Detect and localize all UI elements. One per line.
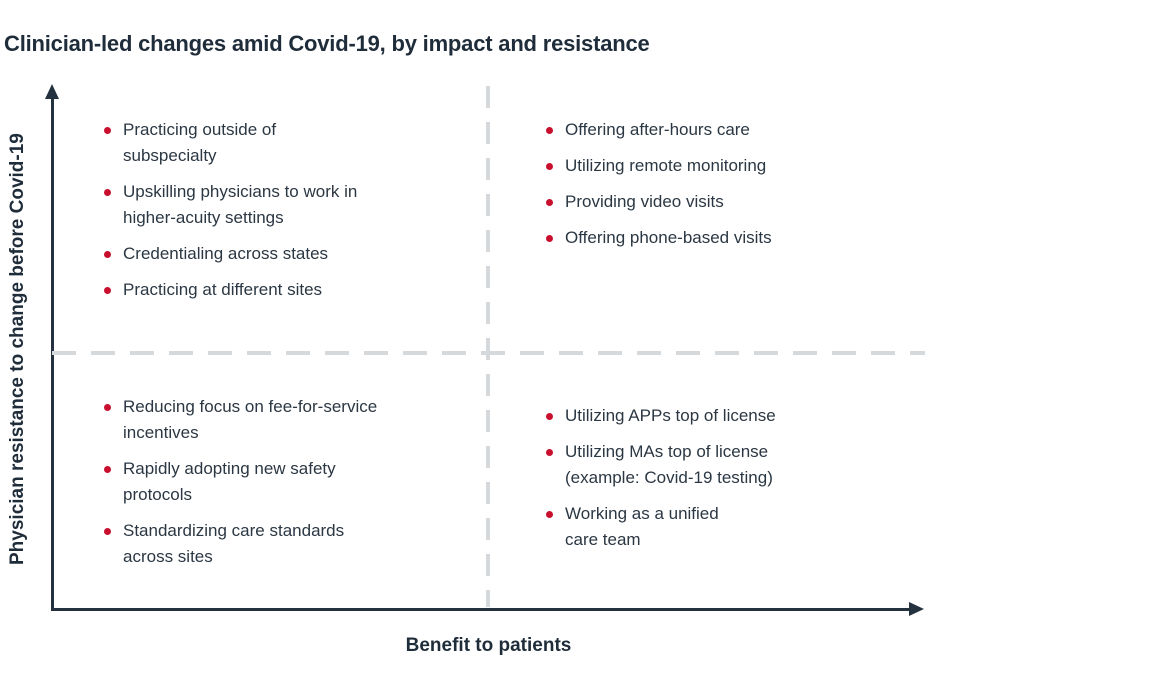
list-item: Practicing at different sites	[104, 277, 494, 303]
bullet-icon	[546, 163, 553, 170]
bullet-icon	[546, 199, 553, 206]
bullet-icon	[104, 528, 111, 535]
x-axis-label: Benefit to patients	[405, 635, 572, 656]
quadrant-top-left-list: Practicing outside of subspecialty Upski…	[104, 117, 494, 313]
quadrant-top-right-list: Offering after-hours care Utilizing remo…	[546, 117, 936, 261]
list-item: Credentialing across states	[104, 241, 494, 267]
diagram-title: Clinician-led changes amid Covid-19, by …	[4, 31, 650, 56]
list-item-label: Upskilling physicians to work in higher-…	[123, 182, 358, 227]
list-item: Providing video visits	[546, 189, 936, 215]
bullet-icon	[546, 449, 553, 456]
list-item: Utilizing remote monitoring	[546, 153, 936, 179]
list-item-label: Utilizing APPs top of license	[565, 406, 776, 425]
bullet-icon	[104, 404, 111, 411]
list-item: Reducing focus on fee-for-service incent…	[104, 394, 494, 446]
list-item-label: Working as a unified care team	[565, 504, 719, 549]
list-item-label: Standardizing care standards across site…	[123, 521, 345, 566]
list-item: Practicing outside of subspecialty	[104, 117, 494, 169]
quadrant-bottom-right-list: Utilizing APPs top of license Utilizing …	[546, 403, 936, 563]
list-item-label: Utilizing remote monitoring	[565, 156, 767, 175]
bullet-icon	[546, 235, 553, 242]
bullet-icon	[546, 413, 553, 420]
bullet-icon	[546, 127, 553, 134]
y-axis-label: Physician resistance to change before Co…	[7, 133, 28, 566]
list-item-label: Offering phone-based visits	[565, 228, 772, 247]
list-item: Upskilling physicians to work in higher-…	[104, 179, 494, 231]
list-item: Utilizing MAs top of license (example: C…	[546, 439, 936, 491]
x-axis-line	[52, 608, 910, 611]
list-item: Working as a unified care team	[546, 501, 936, 553]
list-item-label: Practicing at different sites	[123, 280, 323, 299]
bullet-icon	[104, 287, 111, 294]
list-item: Rapidly adopting new safety protocols	[104, 456, 494, 508]
list-item: Offering phone-based visits	[546, 225, 936, 251]
bullet-icon	[104, 189, 111, 196]
bullet-icon	[104, 127, 111, 134]
list-item-label: Offering after-hours care	[565, 120, 750, 139]
list-item-label: Utilizing MAs top of license (example: C…	[565, 442, 773, 487]
vertical-dashed-divider	[486, 86, 490, 607]
list-item-label: Credentialing across states	[123, 244, 329, 263]
list-item-label: Providing video visits	[565, 192, 724, 211]
list-item-label: Reducing focus on fee-for-service incent…	[123, 397, 378, 442]
arrow-right-icon	[909, 602, 924, 616]
list-item-label: Rapidly adopting new safety protocols	[123, 459, 336, 504]
list-item: Utilizing APPs top of license	[546, 403, 936, 429]
list-item: Standardizing care standards across site…	[104, 518, 494, 570]
bullet-icon	[546, 511, 553, 518]
list-item: Offering after-hours care	[546, 117, 936, 143]
bullet-icon	[104, 251, 111, 258]
bullet-icon	[104, 466, 111, 473]
list-item-label: Practicing outside of subspecialty	[123, 120, 277, 165]
quadrant-bottom-left-list: Reducing focus on fee-for-service incent…	[104, 394, 494, 580]
arrow-up-icon	[45, 84, 59, 99]
